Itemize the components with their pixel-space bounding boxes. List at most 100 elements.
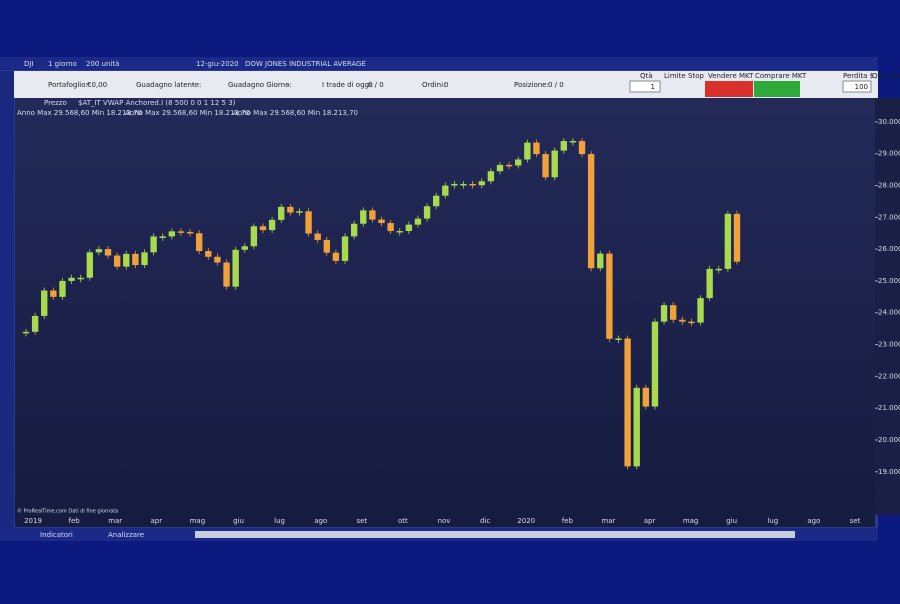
units[interactable]: 200 unità xyxy=(86,60,119,68)
candle xyxy=(551,150,558,178)
y-tick-label: 24.000 xyxy=(878,309,900,317)
candle xyxy=(505,164,513,167)
y-tick-label: 19.000 xyxy=(878,468,900,476)
candle xyxy=(77,277,84,280)
label: Ordini: xyxy=(422,81,445,89)
label: Posizione: xyxy=(514,81,549,89)
scrollbar[interactable] xyxy=(195,531,795,538)
label: Qtà xyxy=(640,72,653,80)
x-tick-label: ago xyxy=(314,517,327,525)
y-tick-label: 22.000 xyxy=(878,372,900,380)
candle xyxy=(332,252,340,261)
period[interactable]: 1 giorno xyxy=(48,60,77,68)
candle xyxy=(460,183,467,186)
candle xyxy=(159,236,166,238)
label[interactable]: Comprare MKT xyxy=(755,72,807,80)
candle xyxy=(223,262,230,287)
loss-input[interactable] xyxy=(842,80,872,93)
candle xyxy=(132,253,139,266)
candle xyxy=(478,181,485,186)
candle xyxy=(50,290,57,297)
x-tick-label: 2020 xyxy=(517,517,535,525)
x-tick-label: feb xyxy=(562,517,574,525)
candle xyxy=(542,154,549,178)
candle xyxy=(196,233,203,252)
x-tick-label: lug xyxy=(767,517,778,525)
range: Anno Max 29.568,60 Min 18.213,70 xyxy=(125,109,250,117)
candle xyxy=(314,233,321,240)
button[interactable]: Limite xyxy=(664,72,686,80)
candle xyxy=(68,277,75,281)
candle xyxy=(22,331,30,334)
candle xyxy=(369,210,376,220)
candle xyxy=(533,142,540,155)
side-toolbar xyxy=(0,71,14,541)
candle xyxy=(378,219,385,224)
candle xyxy=(168,231,176,237)
label[interactable]: Vendere MKT xyxy=(708,72,754,80)
candle xyxy=(569,141,577,143)
candle xyxy=(360,210,367,224)
x-tick-label: ott xyxy=(398,517,408,525)
x-tick-label: set xyxy=(356,517,367,525)
candle xyxy=(688,321,695,324)
range: Anno Max 29.568,60 Min 18.213,70 xyxy=(17,109,142,117)
candle xyxy=(433,195,440,207)
x-tick-label: nov xyxy=(438,517,451,525)
x-tick-label: set xyxy=(850,517,861,525)
qty-input[interactable] xyxy=(629,80,661,93)
candle xyxy=(715,268,722,271)
candle xyxy=(205,251,212,257)
time-axis xyxy=(15,515,875,527)
candle xyxy=(113,255,121,267)
candle xyxy=(186,231,194,234)
candle xyxy=(469,183,476,186)
candle xyxy=(268,219,276,231)
buy-button[interactable] xyxy=(754,81,800,97)
legend: $AT_IT VWAP Anchored.I (8 500 0 0 1 12 5… xyxy=(78,99,236,107)
button[interactable]: Stop xyxy=(688,72,704,80)
candle xyxy=(587,154,595,269)
instrument: DOW JONES INDUSTRIAL AVERAGE xyxy=(245,60,366,68)
candle xyxy=(86,252,93,278)
value: 0 xyxy=(444,81,448,89)
value: - xyxy=(192,81,195,89)
candle xyxy=(651,321,659,407)
price-axis xyxy=(875,98,900,515)
value[interactable]: 1 xyxy=(651,83,655,91)
symbol[interactable]: DJI xyxy=(24,60,34,68)
label: Perdita $ xyxy=(843,72,874,80)
candle xyxy=(624,338,631,467)
candle xyxy=(679,319,686,322)
x-tick-label: dic xyxy=(480,517,490,525)
candle xyxy=(524,142,531,160)
candle xyxy=(724,213,732,269)
label: I trade di oggi: xyxy=(322,81,373,89)
label: Portafoglio: xyxy=(48,81,88,89)
candle xyxy=(214,256,221,263)
candle xyxy=(487,171,495,182)
candle xyxy=(670,305,677,320)
sell-button[interactable] xyxy=(705,81,753,97)
candle xyxy=(41,290,48,316)
y-tick-label: 21.000 xyxy=(878,404,900,412)
y-tick-label: 29.000 xyxy=(878,150,900,158)
value[interactable]: 100 xyxy=(855,83,868,91)
button[interactable]: Indicatori xyxy=(40,531,73,539)
candle xyxy=(278,206,285,220)
candle xyxy=(296,211,303,213)
label: Guadagno Giorno: xyxy=(228,81,292,89)
candle xyxy=(423,206,431,219)
candle xyxy=(442,185,449,196)
button[interactable]: Analizzare xyxy=(108,531,144,539)
y-tick-label: 26.000 xyxy=(878,245,900,253)
candle xyxy=(706,268,713,299)
candle xyxy=(451,183,458,186)
candle xyxy=(615,338,622,341)
x-tick-label: giu xyxy=(726,517,737,525)
toolbar xyxy=(0,57,878,70)
candle xyxy=(232,249,239,287)
y-tick-label: 23.000 xyxy=(878,341,900,349)
